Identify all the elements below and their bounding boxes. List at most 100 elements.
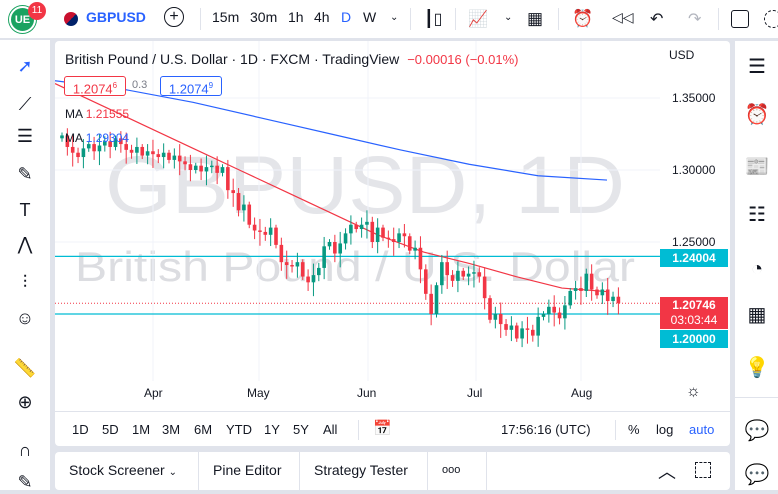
price-axis[interactable]: 1.35000 1.30000 1.25000 [660, 41, 730, 411]
range-1d[interactable]: 1D [72, 422, 89, 437]
candle-body [541, 314, 546, 317]
calendar-icon[interactable]: ▦ [747, 304, 767, 326]
candle-body [600, 289, 605, 296]
candle-body [204, 167, 209, 172]
tab-strategy-tester[interactable]: Strategy Tester [300, 452, 428, 490]
maximize-icon[interactable] [695, 462, 711, 478]
buy-button[interactable]: 1.20749 [160, 76, 222, 96]
ruler-icon[interactable]: 📏 [13, 358, 37, 378]
pattern-icon[interactable]: ⋀ [17, 234, 33, 254]
chats-icon[interactable]: 💬 [744, 420, 770, 442]
hotlist-icon[interactable]: ◔ [750, 258, 764, 280]
candles-icon[interactable]: ┃▯ [424, 11, 443, 28]
settings-gear-icon[interactable]: ☼ [686, 383, 701, 400]
ideas-icon[interactable]: 💡 [744, 357, 770, 379]
cursor-icon[interactable]: ➚ [17, 56, 33, 76]
zoom-icon[interactable]: ⊕ [17, 392, 33, 412]
interval-15m[interactable]: 15m [212, 9, 240, 25]
range-3m[interactable]: 3M [162, 422, 181, 437]
redo-icon[interactable]: ↷ [688, 11, 702, 28]
candle-body [370, 221, 375, 242]
watermark-name: British Pound / U.S. Dollar [75, 243, 635, 290]
alert-clock-icon[interactable]: ⏰ [572, 9, 594, 28]
undo-icon[interactable]: ↶ [650, 11, 664, 28]
candle-body [386, 237, 391, 240]
interval-d[interactable]: D [341, 9, 352, 25]
time-label-jul: Jul [467, 386, 483, 400]
auto-toggle[interactable]: auto [689, 422, 715, 437]
candle-body [263, 231, 268, 235]
candle-body [573, 288, 578, 291]
candle-body [65, 135, 70, 147]
chart-panel[interactable]: GBPUSD, 1D British Pound / U.S. Dollar B… [55, 41, 730, 446]
tab-stock-screener[interactable]: Stock Screener ⌄ [55, 452, 199, 490]
fullscreen-icon[interactable] [731, 10, 749, 28]
interval-30m[interactable]: 30m [250, 9, 278, 25]
candle-body [279, 244, 284, 263]
candle-body [520, 328, 524, 339]
ma-fast-legend[interactable]: MA 1.21555 [65, 107, 129, 121]
brush-icon[interactable]: ✎ [17, 164, 33, 184]
candle-body [354, 224, 359, 230]
candle-body [290, 265, 294, 267]
public-chat-icon[interactable]: 💬 [744, 464, 770, 486]
time-label-jun: Jun [357, 386, 377, 400]
tab-pine-editor[interactable]: Pine Editor [199, 452, 300, 490]
candle-body [177, 155, 182, 162]
range-6m[interactable]: 6M [194, 422, 213, 437]
range-5y[interactable]: 5Y [293, 422, 309, 437]
emoji-icon[interactable]: ☺ [15, 308, 35, 328]
ma-slow-legend[interactable]: MA 1.29304 [65, 131, 129, 145]
snapshot-icon[interactable] [764, 10, 778, 28]
range-all[interactable]: All [323, 422, 338, 437]
price-change: −0.00016 (−0.01%) [407, 52, 519, 67]
candle-body [424, 269, 428, 294]
lock-draw-icon[interactable]: ✎ [17, 472, 33, 492]
interval-1h[interactable]: 1h [288, 9, 304, 25]
candle-body [531, 329, 535, 336]
layout-grid-icon[interactable]: ▦ [527, 9, 544, 28]
indicators-icon[interactable]: 📈 [468, 11, 488, 28]
candle-body [108, 141, 112, 147]
trend-line-icon[interactable]: ⟋ [18, 94, 32, 114]
chevron-up-icon[interactable]: ︿ [658, 462, 676, 482]
range-1y[interactable]: 1Y [264, 422, 280, 437]
goto-date-icon[interactable]: 📅 [373, 420, 392, 437]
candle-body [338, 243, 342, 254]
flag-icon [64, 12, 78, 26]
legend-title: British Pound / U.S. Dollar · 1D · FXCM … [65, 51, 519, 67]
data-window-icon[interactable]: ☷ [748, 204, 766, 226]
sell-price: 1.2074 [72, 81, 113, 97]
percent-toggle[interactable]: % [628, 422, 640, 437]
compare-add-icon[interactable]: + [164, 7, 184, 27]
fib-icon[interactable]: ☰ [16, 126, 34, 146]
watchlist-icon[interactable]: ☰ [748, 56, 766, 78]
magnet-icon[interactable]: ∩ [18, 440, 32, 460]
text-icon[interactable]: T [19, 200, 31, 220]
interval-4h[interactable]: 4h [314, 9, 330, 25]
level-label-120000: 1.20000 [660, 330, 728, 348]
range-5d[interactable]: 5D [102, 422, 119, 437]
candle-body [493, 314, 498, 320]
range-ytd[interactable]: YTD [226, 422, 252, 437]
sell-button[interactable]: 1.20746 [64, 76, 126, 96]
price-chart[interactable]: GBPUSD, 1D British Pound / U.S. Dollar [55, 41, 730, 411]
currency-selector[interactable]: USD [669, 48, 695, 62]
chevron-down-icon[interactable]: ⌄ [390, 12, 399, 23]
sell-price-sup: 6 [112, 81, 118, 90]
prediction-icon[interactable]: ⫶ [22, 272, 28, 292]
symbol-search[interactable]: GBPUSD [86, 9, 146, 25]
alerts-icon[interactable]: ⏰ [744, 104, 770, 126]
interval-w[interactable]: W [363, 9, 377, 25]
candle-body [349, 224, 353, 234]
news-icon[interactable]: 📰 [744, 156, 770, 178]
timezone-clock[interactable]: 17:56:16 (UTC) [501, 422, 591, 437]
log-toggle[interactable]: log [656, 422, 674, 437]
candle-body [365, 221, 369, 225]
range-1m[interactable]: 1M [132, 422, 151, 437]
more-tabs-button[interactable]: ooo [428, 452, 487, 490]
replay-icon[interactable]: ◁◁ [612, 9, 634, 25]
candle-body [605, 289, 610, 302]
chevron-down-icon[interactable]: ⌄ [504, 12, 513, 23]
candle-body [514, 325, 519, 339]
